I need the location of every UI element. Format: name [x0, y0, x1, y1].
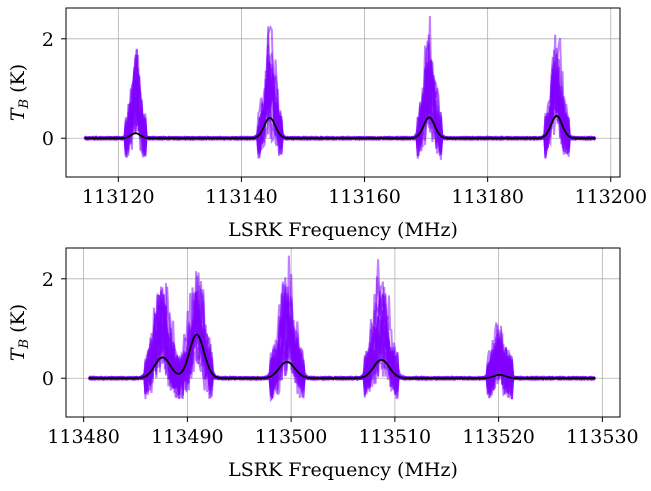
axes-frame: [65, 7, 621, 178]
y-axis-label: TB (K): [7, 64, 32, 121]
y-axis-label-unit: (K): [7, 64, 29, 99]
spectrum-draw-line: [84, 25, 596, 153]
bottom-spectrum-panel: 113480 113490 113500 113510 113520 113530 0 2 LS…: [7, 247, 639, 481]
x-tick-label: 113530: [566, 426, 639, 448]
y-axis-label-subscript: B: [17, 339, 32, 350]
spectrum-draw-line: [84, 61, 597, 156]
x-tick-label: 113200: [575, 186, 648, 208]
x-tick-label: 113180: [451, 186, 524, 208]
y-tick-label: 0: [42, 128, 54, 150]
x-tick-label: 113500: [255, 426, 328, 448]
x-axis-label: LSRK Frequency (MHz): [228, 459, 458, 481]
x-tick-label: 113520: [462, 426, 535, 448]
x-tick-label: 113510: [359, 426, 432, 448]
spectrum-draw-line: [83, 59, 597, 158]
y-tick-label: 0: [42, 368, 54, 390]
top-spectrum-panel: 113120 113140 113160 113180 113200 0 2 LSRK Fre…: [7, 7, 648, 241]
y-axis-label-subscript: B: [17, 99, 32, 110]
x-tick-label: 113140: [205, 186, 278, 208]
x-tick-label: 113120: [82, 186, 155, 208]
model-line: [88, 333, 596, 380]
spectrum-draw-line: [83, 73, 597, 160]
y-tick-label: 2: [42, 29, 54, 51]
axes-frame: [65, 247, 621, 418]
y-axis-label-symbol: T: [7, 347, 29, 361]
plot-area: [83, 15, 597, 160]
spectrum-draw-line: [88, 281, 596, 400]
y-axis-label-symbol: T: [7, 107, 29, 121]
x-axis-label: LSRK Frequency (MHz): [228, 219, 458, 241]
spectrum-draw-line: [83, 49, 596, 159]
y-axis-label: TB (K): [7, 304, 32, 361]
y-axis-label-unit: (K): [7, 304, 29, 339]
x-tick-label: 113160: [328, 186, 401, 208]
y-tick-label: 2: [42, 269, 54, 291]
x-tick-label: 113480: [47, 426, 120, 448]
model-line: [84, 114, 596, 140]
spectrum-draw-line: [84, 54, 596, 159]
plot-area: [87, 255, 596, 403]
x-tick-label: 113490: [151, 426, 224, 448]
